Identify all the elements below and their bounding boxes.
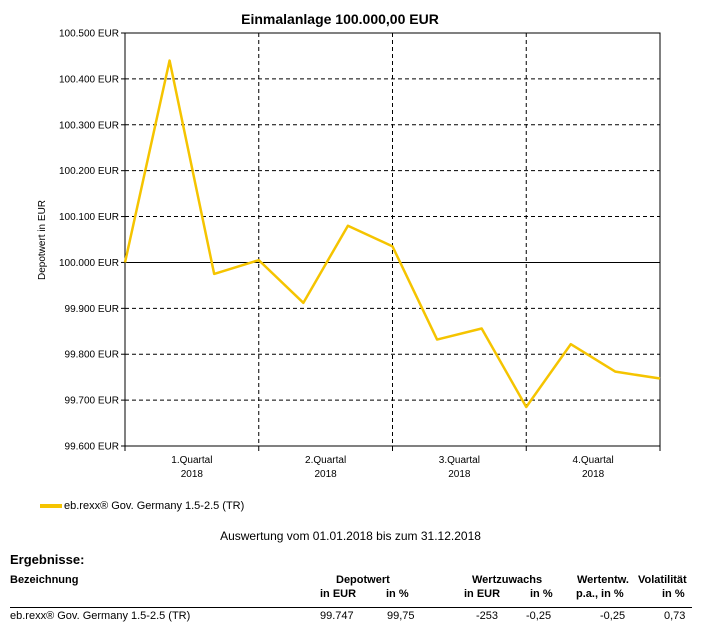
y-tick-label: 100.000 EUR [59,258,119,269]
results-table: Bezeichnung Depotwert Wertzuwachs Werten… [10,574,692,622]
row-depot-eur: 99.747 [320,610,354,622]
y-axis: 99.600 EUR 99.700 EUR 99.800 EUR 99.900 EUR… [59,29,125,453]
header-wert-eur: in EUR [464,588,501,600]
y-tick-label: 100.500 EUR [59,29,119,40]
header-depot-pct: in % [386,588,409,600]
period-text: Auswertung vom 01.01.2018 bis zum 31.12.… [220,529,481,543]
row-vol: 0,73 [664,610,686,622]
header-depot-eur: in EUR [320,588,357,600]
x-tick-label: 1.Quartal [171,455,212,466]
header-vol-pct: in % [662,588,685,600]
x-tick-label: 2.Quartal [305,455,346,466]
y-tick-label: 99.900 EUR [65,304,119,315]
x-tick-label-year: 2018 [448,469,471,480]
x-tick-label-year: 2018 [181,469,204,480]
legend-label: eb.rexx® Gov. Germany 1.5-2.5 (TR) [64,500,245,512]
legend: eb.rexx® Gov. Germany 1.5-2.5 (TR) [40,500,244,512]
header-wert-pct: in % [530,588,553,600]
row-depot-pct: 99,75 [387,610,415,622]
results-divider [10,607,692,608]
results-row: eb.rexx® Gov. Germany 1.5-2.5 (TR) 99.74… [10,610,692,624]
plot-frame [124,32,661,447]
header-pa: p.a., in % [576,588,624,600]
x-axis: 1.Quartal 2018 2.Quartal 2018 3.Quartal 2018 4… [124,446,661,480]
chart-title: Einmalanlage 100.000,00 EUR [241,11,439,27]
y-tick-label: 99.600 EUR [65,442,119,453]
x-tick-label-year: 2018 [315,469,338,480]
y-tick-label: 100.100 EUR [59,212,119,223]
row-pa: -0,25 [600,610,626,622]
x-tick-label: 3.Quartal [439,455,480,466]
y-axis-label: Depotwert in EUR [37,200,48,280]
x-tick-label: 4.Quartal [573,455,614,466]
row-wert-eur: -253 [476,610,499,622]
row-wert-pct: -0,25 [526,610,552,622]
y-tick-label: 100.300 EUR [59,120,119,131]
y-tick-label: 100.400 EUR [59,74,119,85]
x-tick-label-year: 2018 [582,469,605,480]
legend-swatch [40,504,62,508]
y-tick-label: 99.700 EUR [65,396,119,407]
chart: Einmalanlage 100.000,00 EUR 99.600 EUR99… [37,11,661,480]
results-title: Ergebnisse: [10,552,85,567]
results-header-row-2: in EUR in % in EUR in % p.a., in % in % [10,588,692,602]
header-bezeichnung: Bezeichnung [10,574,79,586]
header-wertentw: Wertentw. [577,574,629,586]
header-wertzuwachs: Wertzuwachs [472,574,543,586]
y-tick-label: 99.800 EUR [65,350,119,361]
row-bezeichnung: eb.rexx® Gov. Germany 1.5-2.5 (TR) [10,610,191,622]
header-depotwert: Depotwert [336,574,390,586]
series-group [123,59,661,409]
y-tick-label: 100.200 EUR [59,166,119,177]
grid [125,33,660,446]
results-header-row-1: Bezeichnung Depotwert Wertzuwachs Werten… [10,574,692,588]
header-volatilitaet: Volatilität [638,574,687,586]
